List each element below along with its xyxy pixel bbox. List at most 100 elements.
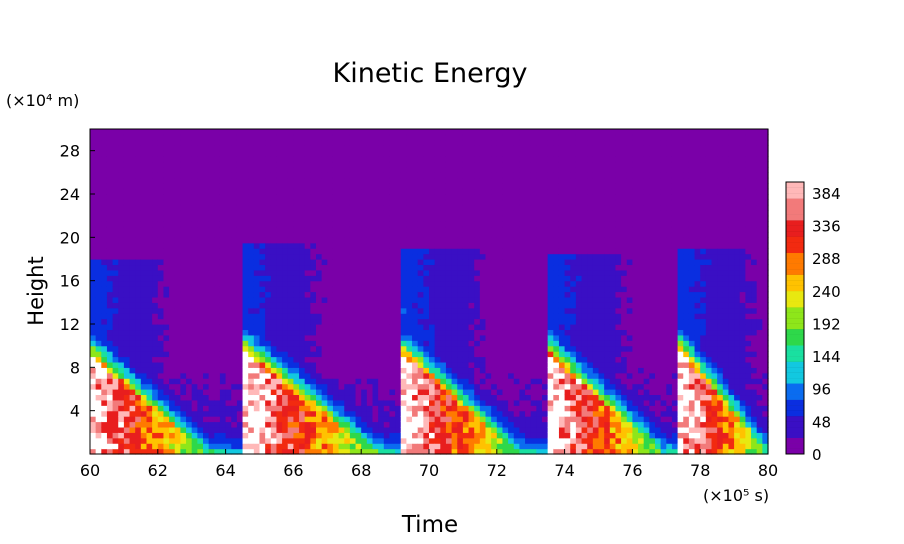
heatmap-cell: [95, 177, 102, 184]
heatmap-cell: [406, 231, 413, 238]
heatmap-cell: [163, 139, 170, 146]
heatmap-cell: [287, 242, 294, 249]
heatmap-cell: [157, 264, 165, 271]
heatmap-cell: [174, 242, 181, 249]
heatmap-cell: [496, 204, 504, 211]
heatmap-cell: [536, 210, 543, 217]
heatmap-cell: [276, 199, 283, 206]
heatmap-cell: [146, 416, 153, 423]
heatmap-cell: [321, 389, 328, 396]
heatmap-cell: [479, 237, 487, 244]
heatmap-cell: [197, 134, 204, 141]
heatmap-cell: [123, 410, 131, 417]
heatmap-cell: [332, 389, 340, 396]
heatmap-cell: [383, 372, 391, 379]
heatmap-cell: [457, 134, 464, 141]
heatmap-cell: [462, 226, 470, 233]
heatmap-cell: [429, 226, 436, 233]
heatmap-cell: [338, 286, 345, 293]
heatmap-cell: [389, 432, 396, 439]
heatmap-cell: [242, 177, 249, 184]
heatmap-cell: [378, 389, 385, 396]
heatmap-cell: [508, 302, 515, 309]
heatmap-cell: [429, 139, 436, 146]
y-unit-label: (×10⁴ m): [6, 91, 79, 110]
heatmap-cell: [496, 405, 504, 412]
heatmap-cell: [547, 443, 554, 450]
heatmap-cell: [332, 177, 340, 184]
heatmap-cell: [321, 275, 328, 282]
heatmap-cell: [106, 248, 114, 255]
heatmap-cell: [553, 264, 560, 271]
heatmap-cell: [152, 367, 159, 374]
heatmap-cell: [372, 210, 379, 217]
heatmap-cell: [457, 280, 464, 287]
heatmap-cell: [118, 372, 125, 379]
heatmap-cell: [547, 291, 554, 298]
heatmap-cell: [208, 416, 215, 423]
heatmap-cell: [479, 139, 487, 146]
heatmap-cell: [378, 318, 385, 325]
heatmap-cell: [327, 324, 334, 331]
heatmap-cell: [95, 161, 102, 168]
heatmap-cell: [553, 129, 560, 136]
heatmap-cell: [146, 372, 153, 379]
heatmap-cell: [366, 253, 374, 260]
heatmap-cell: [355, 351, 362, 358]
heatmap-cell: [355, 416, 362, 423]
heatmap-cell: [197, 296, 204, 303]
heatmap-cell: [542, 139, 549, 146]
heatmap-cell: [112, 161, 119, 168]
heatmap-cell: [372, 324, 379, 331]
heatmap-cell: [191, 275, 198, 282]
heatmap-cell: [293, 248, 300, 255]
heatmap-cell: [236, 345, 244, 352]
heatmap-cell: [225, 199, 232, 206]
heatmap-cell: [445, 183, 453, 190]
heatmap-cell: [231, 199, 238, 206]
heatmap-cell: [101, 421, 108, 428]
heatmap-cell: [157, 437, 165, 444]
heatmap-cell: [321, 286, 328, 293]
heatmap-cell: [163, 448, 170, 455]
heatmap-cell: [174, 345, 181, 352]
heatmap-cell: [304, 313, 311, 320]
heatmap-cell: [276, 286, 283, 293]
heatmap-cell: [474, 351, 481, 358]
heatmap-cell: [429, 302, 436, 309]
heatmap-cell: [372, 166, 379, 173]
heatmap-cell: [429, 286, 436, 293]
heatmap-cell: [479, 405, 487, 412]
heatmap-cell: [259, 324, 266, 331]
heatmap-cell: [186, 183, 193, 190]
heatmap-cell: [378, 129, 385, 136]
heatmap-cell: [321, 248, 328, 255]
heatmap-cell: [276, 318, 283, 325]
heatmap-cell: [321, 177, 328, 184]
heatmap-cell: [474, 134, 481, 141]
heatmap-cell: [310, 351, 317, 358]
heatmap-cell: [434, 410, 441, 417]
heatmap-cell: [146, 383, 153, 390]
heatmap-cell: [197, 172, 204, 179]
heatmap-cell: [502, 448, 509, 455]
heatmap-cell: [180, 324, 187, 331]
heatmap-cell: [129, 389, 136, 396]
heatmap-cell: [293, 242, 300, 249]
heatmap-cell: [169, 443, 176, 450]
heatmap-cell: [395, 372, 402, 379]
heatmap-cell: [214, 242, 221, 249]
heatmap-cell: [462, 221, 470, 228]
heatmap-cell: [429, 307, 436, 314]
heatmap-cell: [191, 150, 198, 157]
heatmap-cell: [468, 166, 475, 173]
heatmap-cell: [491, 296, 498, 303]
heatmap-cell: [225, 210, 232, 217]
heatmap-cell: [242, 156, 249, 163]
heatmap-cell: [299, 156, 306, 163]
heatmap-cell: [270, 161, 278, 168]
heatmap-cell: [558, 405, 566, 412]
heatmap-cell: [129, 351, 136, 358]
heatmap-cell: [434, 361, 441, 368]
heatmap-cell: [423, 145, 430, 152]
